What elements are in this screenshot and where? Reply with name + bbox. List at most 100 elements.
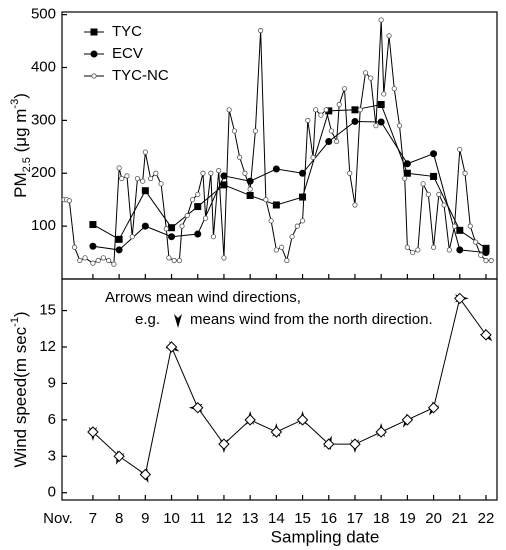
marker	[203, 215, 209, 221]
marker	[115, 246, 123, 254]
marker	[323, 438, 335, 450]
marker	[216, 168, 222, 174]
marker	[336, 101, 342, 108]
legend-label: TYC	[112, 23, 142, 40]
x-tick-label: 13	[242, 510, 259, 527]
marker	[294, 223, 300, 229]
y-axis-label-part: (μg m	[11, 109, 30, 158]
marker	[313, 107, 319, 113]
marker	[454, 292, 466, 305]
marker	[401, 414, 414, 426]
marker	[375, 426, 387, 438]
marker	[90, 260, 96, 266]
x-tick-label: 12	[216, 510, 233, 527]
y-tick-label: 400	[31, 58, 56, 75]
marker	[456, 246, 464, 254]
marker	[168, 233, 176, 241]
marker	[247, 186, 253, 192]
marker	[147, 175, 154, 182]
marker	[220, 172, 228, 180]
marker	[192, 402, 204, 414]
y-axis-label-part: )	[11, 93, 30, 99]
series-line	[92, 103, 487, 249]
x-tick-label: 7	[89, 510, 97, 527]
marker	[381, 91, 387, 97]
marker	[373, 123, 379, 129]
marker	[482, 249, 490, 257]
marker	[430, 244, 437, 250]
marker	[111, 261, 117, 267]
marker	[334, 138, 340, 145]
y-axis-label-part: 2.5	[21, 157, 33, 172]
marker	[231, 128, 238, 134]
marker	[377, 101, 385, 109]
y-tick-label: 15	[39, 302, 56, 319]
marker	[402, 175, 408, 182]
marker	[252, 128, 258, 134]
x-prefix: Nov.	[43, 510, 73, 527]
marker	[91, 73, 97, 79]
marker	[305, 117, 311, 123]
marker	[410, 249, 416, 256]
marker	[325, 138, 333, 146]
marker	[462, 170, 468, 176]
y-axis-label-part: -3	[9, 99, 21, 109]
marker	[90, 50, 98, 58]
marker	[441, 202, 447, 208]
marker	[457, 146, 463, 153]
marker	[87, 426, 99, 438]
marker	[218, 438, 230, 450]
series-line	[92, 297, 487, 476]
y-tick-label: 0	[48, 484, 56, 501]
marker	[95, 257, 101, 264]
marker	[482, 244, 490, 252]
x-tick-label: 19	[399, 510, 416, 527]
marker	[208, 170, 214, 176]
marker	[483, 257, 489, 264]
marker	[430, 150, 438, 158]
x-tick-label: 20	[425, 510, 442, 527]
x-tick-label: 10	[163, 510, 180, 527]
marker	[427, 402, 440, 414]
marker	[153, 170, 159, 176]
annotation-arrow	[174, 314, 182, 328]
y-axis-label-part: -1	[9, 317, 21, 327]
y-axis-label-part: Wind speed(m sec	[11, 326, 30, 467]
marker	[194, 230, 202, 238]
marker	[166, 255, 172, 261]
marker	[318, 112, 324, 118]
marker	[488, 257, 494, 264]
x-tick-label: 9	[141, 510, 149, 527]
marker	[220, 181, 228, 189]
marker	[258, 27, 264, 34]
x-tick-label: 18	[373, 510, 390, 527]
x-tick-label: 21	[451, 510, 468, 527]
annotation: means wind from the north direction.	[190, 311, 433, 328]
marker	[119, 175, 125, 182]
marker	[299, 169, 307, 177]
marker	[323, 107, 329, 113]
legend-label: ECV	[112, 45, 143, 62]
marker	[176, 257, 182, 264]
legend-label: TYC-NC	[112, 67, 169, 84]
marker	[221, 255, 227, 261]
y-axis-label: PM2.5 (μg m-3)	[9, 93, 33, 198]
marker	[415, 247, 421, 253]
marker	[328, 128, 334, 134]
marker	[480, 329, 492, 341]
marker	[351, 117, 359, 125]
marker	[278, 244, 285, 250]
y-axis-label-part: PM	[11, 172, 30, 198]
marker	[362, 70, 369, 76]
marker	[77, 257, 83, 264]
marker	[158, 181, 164, 187]
x-tick-label: 17	[347, 510, 364, 527]
marker	[106, 257, 112, 264]
marker	[200, 170, 206, 176]
y-tick-label: 12	[39, 338, 56, 355]
marker	[141, 222, 149, 230]
marker	[141, 187, 149, 195]
marker	[351, 106, 359, 114]
marker	[310, 154, 316, 160]
